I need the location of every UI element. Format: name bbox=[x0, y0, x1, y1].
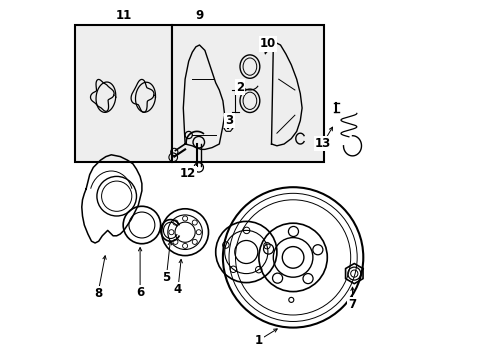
Text: 9: 9 bbox=[195, 9, 203, 22]
Bar bbox=[172, 25, 323, 162]
Text: 8: 8 bbox=[94, 287, 102, 300]
Bar bbox=[75, 25, 172, 162]
Text: 5: 5 bbox=[162, 271, 170, 284]
Text: 4: 4 bbox=[173, 283, 182, 296]
Text: 7: 7 bbox=[348, 298, 356, 311]
Text: 3: 3 bbox=[225, 114, 233, 127]
Text: 13: 13 bbox=[314, 137, 330, 150]
Text: 6: 6 bbox=[136, 286, 144, 299]
Text: 1: 1 bbox=[254, 334, 263, 347]
Text: 2: 2 bbox=[235, 81, 244, 94]
Text: 12: 12 bbox=[179, 167, 195, 180]
Text: 11: 11 bbox=[116, 9, 132, 22]
Text: 10: 10 bbox=[259, 37, 275, 50]
